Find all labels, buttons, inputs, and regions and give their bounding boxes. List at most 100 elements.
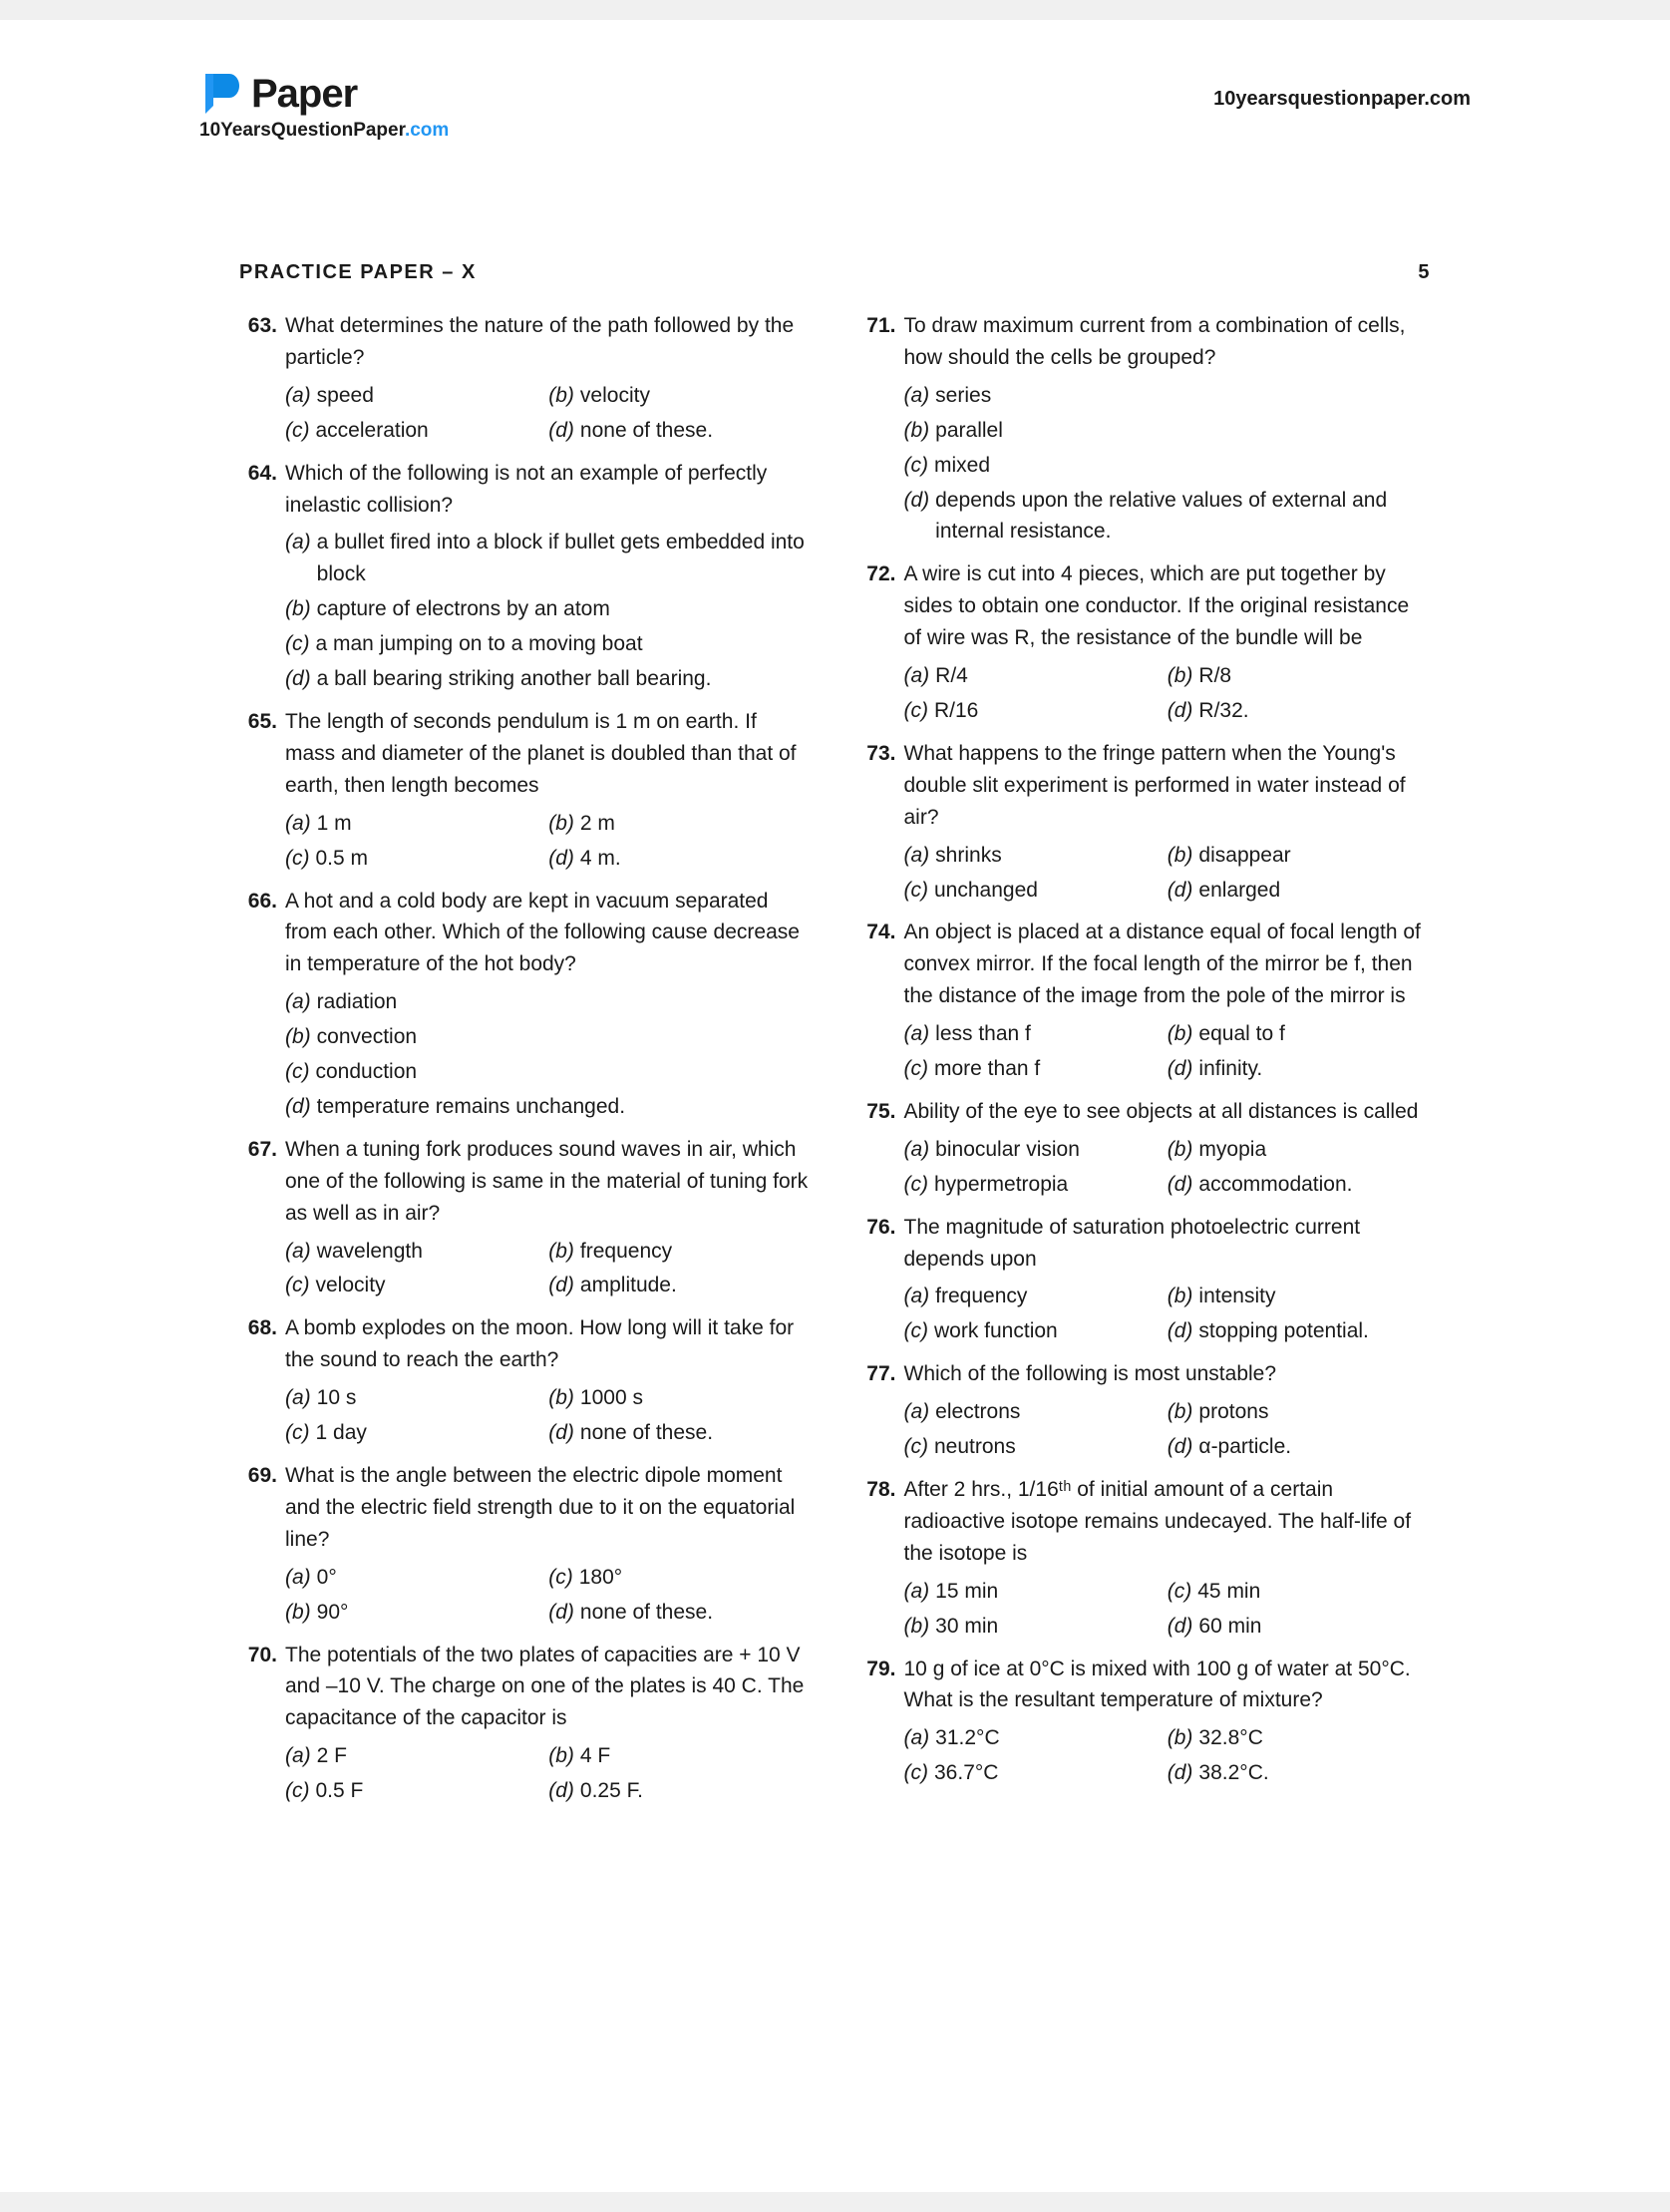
option-text: 38.2°C. bbox=[1198, 1757, 1268, 1789]
option: (c)mixed bbox=[904, 450, 1432, 482]
question-text: A wire is cut into 4 pieces, which are p… bbox=[904, 558, 1432, 654]
question-body: To draw maximum current from a combinati… bbox=[904, 310, 1432, 551]
option: (c)45 min bbox=[1168, 1576, 1431, 1608]
option: (d)R/32. bbox=[1168, 695, 1431, 727]
option-text: velocity bbox=[316, 1270, 386, 1301]
option-label: (a) bbox=[904, 1134, 930, 1166]
left-column: 63.What determines the nature of the pat… bbox=[239, 310, 813, 1818]
option-label: (b) bbox=[548, 1382, 574, 1414]
option-text: 2 F bbox=[317, 1740, 347, 1772]
question-body: What is the angle between the electric d… bbox=[285, 1460, 813, 1632]
option-text: 10 s bbox=[317, 1382, 357, 1414]
option-text: none of these. bbox=[580, 1597, 713, 1629]
option-text: 0.5 F bbox=[316, 1775, 364, 1807]
logo-row: Paper bbox=[199, 70, 449, 118]
question: 69.What is the angle between the electri… bbox=[239, 1460, 813, 1632]
question-number: 77. bbox=[858, 1358, 904, 1466]
option-label: (a) bbox=[904, 1396, 930, 1428]
option-label: (a) bbox=[285, 380, 311, 412]
options: (a)0°(c)180°(b)90°(d)none of these. bbox=[285, 1562, 813, 1632]
options: (a)15 min(c)45 min(b)30 min(d)60 min bbox=[904, 1576, 1432, 1646]
question-number: 70. bbox=[239, 1640, 285, 1811]
option-text: amplitude. bbox=[580, 1270, 677, 1301]
option-label: (d) bbox=[1168, 1169, 1193, 1201]
option: (a)wavelength bbox=[285, 1236, 548, 1268]
option-text: disappear bbox=[1198, 840, 1290, 872]
option-label: (d) bbox=[1168, 1315, 1193, 1347]
option: (d)0.25 F. bbox=[548, 1775, 812, 1807]
right-column: 71.To draw maximum current from a combin… bbox=[858, 310, 1432, 1818]
option: (c)180° bbox=[548, 1562, 812, 1594]
option-text: frequency bbox=[580, 1236, 672, 1268]
option-text: temperature remains unchanged. bbox=[317, 1091, 625, 1123]
option-label: (c) bbox=[548, 1562, 573, 1594]
option: (a)shrinks bbox=[904, 840, 1168, 872]
question-body: A wire is cut into 4 pieces, which are p… bbox=[904, 558, 1432, 730]
option: (d)4 m. bbox=[548, 843, 812, 875]
question-body: Ability of the eye to see objects at all… bbox=[904, 1096, 1432, 1204]
option-label: (d) bbox=[1168, 1053, 1193, 1085]
option-text: R/4 bbox=[935, 660, 968, 692]
option-label: (c) bbox=[904, 1757, 929, 1789]
options: (a)31.2°C(b)32.8°C(c)36.7°C(d)38.2°C. bbox=[904, 1722, 1432, 1792]
option: (b)intensity bbox=[1168, 1281, 1431, 1312]
options: (a)10 s(b)1000 s(c)1 day(d)none of these… bbox=[285, 1382, 813, 1452]
option-label: (c) bbox=[904, 1431, 929, 1463]
question: 68.A bomb explodes on the moon. How long… bbox=[239, 1312, 813, 1452]
option-label: (c) bbox=[904, 695, 929, 727]
option-label: (d) bbox=[1168, 695, 1193, 727]
option-text: enlarged bbox=[1198, 875, 1280, 907]
option-label: (c) bbox=[1168, 1576, 1192, 1608]
question-number: 78. bbox=[858, 1474, 904, 1646]
option: (b)disappear bbox=[1168, 840, 1431, 872]
option-text: velocity bbox=[580, 380, 650, 412]
option-label: (a) bbox=[285, 986, 311, 1018]
options: (a)radiation(b)convection(c)conduction(d… bbox=[285, 986, 813, 1126]
question-text: The length of seconds pendulum is 1 m on… bbox=[285, 706, 813, 802]
option-text: R/32. bbox=[1198, 695, 1248, 727]
option-text: 60 min bbox=[1198, 1611, 1261, 1643]
question-body: An object is placed at a distance equal … bbox=[904, 917, 1432, 1088]
question-text: When a tuning fork produces sound waves … bbox=[285, 1134, 813, 1230]
option-label: (d) bbox=[1168, 1757, 1193, 1789]
option-label: (a) bbox=[904, 840, 930, 872]
question: 74.An object is placed at a distance equ… bbox=[858, 917, 1432, 1088]
option-label: (c) bbox=[904, 875, 929, 907]
question-number: 76. bbox=[858, 1212, 904, 1351]
option: (b)capture of electrons by an atom bbox=[285, 593, 813, 625]
question: 63.What determines the nature of the pat… bbox=[239, 310, 813, 450]
option-text: speed bbox=[317, 380, 374, 412]
question-body: The length of seconds pendulum is 1 m on… bbox=[285, 706, 813, 878]
option: (c)velocity bbox=[285, 1270, 548, 1301]
options: (a)speed(b)velocity(c)acceleration(d)non… bbox=[285, 380, 813, 450]
option-text: more than f bbox=[934, 1053, 1040, 1085]
paper-title-row: PRACTICE PAPER – X 5 bbox=[239, 261, 1431, 284]
option-label: (c) bbox=[285, 843, 310, 875]
question-number: 79. bbox=[858, 1654, 904, 1793]
question-number: 69. bbox=[239, 1460, 285, 1632]
option: (a)a bullet fired into a block if bullet… bbox=[285, 527, 813, 590]
option: (c)0.5 F bbox=[285, 1775, 548, 1807]
question-text: 10 g of ice at 0°C is mixed with 100 g o… bbox=[904, 1654, 1432, 1717]
option: (c)unchanged bbox=[904, 875, 1168, 907]
option-label: (a) bbox=[285, 527, 311, 558]
option: (b)convection bbox=[285, 1021, 813, 1053]
option-label: (c) bbox=[904, 1053, 929, 1085]
option-text: work function bbox=[934, 1315, 1058, 1347]
option: (c)acceleration bbox=[285, 415, 548, 447]
option-text: stopping potential. bbox=[1198, 1315, 1368, 1347]
question-body: The magnitude of saturation photoelectri… bbox=[904, 1212, 1432, 1351]
options: (a)a bullet fired into a block if bullet… bbox=[285, 527, 813, 698]
question-text: The potentials of the two plates of capa… bbox=[285, 1640, 813, 1735]
question-body: What happens to the fringe pattern when … bbox=[904, 738, 1432, 910]
option: (c)hypermetropia bbox=[904, 1169, 1168, 1201]
option-label: (b) bbox=[548, 1236, 574, 1268]
option-label: (b) bbox=[1168, 660, 1193, 692]
options: (a)less than f(b)equal to f(c)more than … bbox=[904, 1018, 1432, 1088]
question-text: Ability of the eye to see objects at all… bbox=[904, 1096, 1432, 1128]
option: (b)30 min bbox=[904, 1611, 1168, 1643]
option-label: (b) bbox=[904, 415, 930, 447]
options: (a)shrinks(b)disappear(c)unchanged(d)enl… bbox=[904, 840, 1432, 910]
option-label: (a) bbox=[904, 1722, 930, 1754]
option-text: α-particle. bbox=[1198, 1431, 1291, 1463]
